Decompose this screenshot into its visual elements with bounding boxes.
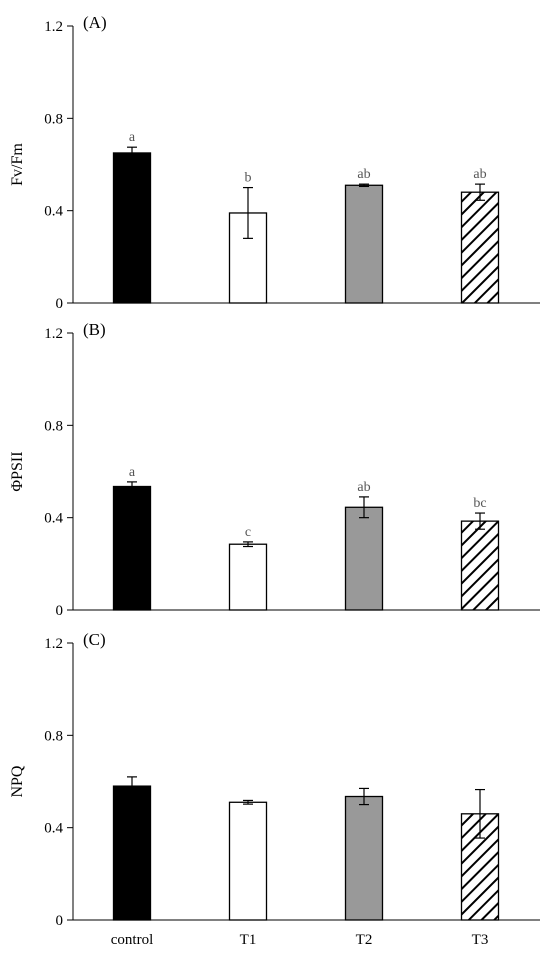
x-tick-label: T3	[472, 932, 489, 948]
panel-label: (B)	[83, 320, 106, 339]
panel-3: 0 0.4 0.8 1.2 (C) NPQ control T1 T2 T3	[9, 630, 540, 948]
x-tick-label: T1	[240, 932, 257, 948]
significance-label: c	[245, 525, 251, 540]
significance-label: ab	[357, 480, 370, 495]
panel-2: 0 0.4 0.8 1.2 (B) ΦPSII a c ab bc	[9, 320, 540, 619]
y-tick-label: 0.8	[44, 111, 63, 127]
bar-control	[112, 785, 152, 921]
bar-t3	[460, 191, 500, 304]
y-tick-label: 0.4	[44, 821, 63, 837]
y-tick-label: 1.2	[44, 326, 63, 342]
y-axis-title: NPQ	[9, 765, 26, 797]
y-tick-label: 0	[56, 603, 64, 619]
y-axis-title: Fv/Fm	[9, 143, 26, 186]
bar-t1	[228, 543, 268, 611]
y-tick-label: 0.8	[44, 728, 63, 744]
bar-t3	[460, 520, 500, 611]
y-tick-label: 0.4	[44, 511, 63, 527]
significance-label: ab	[357, 167, 370, 182]
bar-t2	[344, 184, 384, 304]
significance-label: bc	[473, 496, 486, 511]
bar-t1	[228, 801, 268, 921]
significance-label: b	[245, 171, 252, 186]
significance-label: a	[129, 465, 136, 480]
y-tick-label: 0.8	[44, 418, 63, 434]
y-tick-label: 1.2	[44, 19, 63, 35]
y-axis-title: ΦPSII	[9, 451, 26, 491]
y-tick-label: 1.2	[44, 636, 63, 652]
y-tick-label: 0.4	[44, 204, 63, 220]
bar-t2	[344, 506, 384, 611]
bar-control	[112, 485, 152, 611]
y-tick-label: 0	[56, 296, 64, 312]
panel-label: (C)	[83, 630, 106, 649]
bar-control	[112, 152, 152, 304]
y-tick-label: 0	[56, 913, 64, 929]
bar-t2	[344, 795, 384, 921]
x-tick-label: T2	[356, 932, 373, 948]
significance-label: a	[129, 130, 136, 145]
significance-label: ab	[473, 167, 486, 182]
x-tick-label: control	[111, 932, 154, 948]
panel-label: (A)	[83, 13, 107, 32]
